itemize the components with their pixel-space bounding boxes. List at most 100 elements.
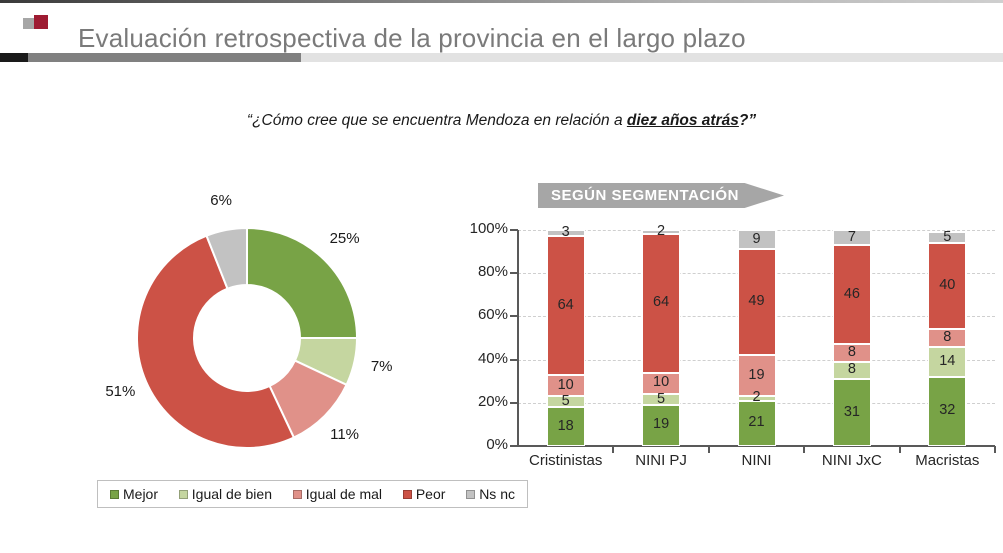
bar-segment-igual-de-mal bbox=[832, 344, 871, 362]
bar-value-label: 10 bbox=[653, 374, 670, 391]
header-divider-bar bbox=[0, 53, 1003, 62]
y-axis-tick bbox=[510, 229, 518, 231]
bar-segment-peor bbox=[546, 236, 585, 375]
bar-value-label: 19 bbox=[653, 416, 670, 433]
y-axis-tick bbox=[510, 272, 518, 275]
donut-value-label: 51% bbox=[105, 382, 136, 400]
bar-value-label: 5 bbox=[561, 392, 570, 409]
legend-swatch-icon bbox=[402, 489, 412, 499]
bar-value-label: 19 bbox=[748, 366, 765, 383]
bar-value-label: 8 bbox=[847, 361, 856, 378]
bar-value-label: 9 bbox=[752, 230, 761, 247]
category-label: Cristinistas bbox=[529, 452, 603, 465]
category-label: Macristas bbox=[915, 452, 980, 469]
bar-value-label: 32 bbox=[939, 402, 956, 419]
question-highlight: diez años atrás bbox=[626, 111, 739, 129]
bar-segment-ns-nc bbox=[928, 232, 967, 243]
bar-segment-igual-de-bien bbox=[832, 361, 871, 380]
bar-segment-peor bbox=[642, 234, 681, 373]
bar-value-label: 10 bbox=[557, 376, 574, 393]
bar-value-label: 64 bbox=[557, 296, 574, 313]
bar-segment-igual-de-mal bbox=[642, 372, 681, 395]
page-title: Evaluación retrospectiva de la provincia… bbox=[78, 23, 746, 54]
donut-slice-ns-nc bbox=[205, 226, 248, 291]
category-label: NINI bbox=[741, 452, 772, 469]
bar-segment-peor bbox=[832, 245, 871, 345]
bar-value-label: 46 bbox=[843, 285, 860, 302]
bar-segment-ns-nc bbox=[642, 230, 681, 235]
legend-label: Ns nc bbox=[479, 486, 515, 502]
x-axis-tick bbox=[803, 446, 806, 453]
legend-label: Igual de bien bbox=[191, 486, 272, 502]
x-axis-tick bbox=[994, 446, 996, 453]
divider-segment-black bbox=[0, 53, 28, 62]
bar-segment-mejor bbox=[737, 400, 776, 446]
y-axis-line bbox=[517, 230, 519, 447]
y-axis-tick bbox=[510, 358, 518, 361]
bar-segment-peor bbox=[928, 242, 967, 330]
bar-segment-igual-de-mal bbox=[546, 374, 585, 397]
bar-value-label: 2 bbox=[657, 223, 666, 240]
gridline-100 bbox=[518, 230, 995, 231]
donut-value-label: 11% bbox=[330, 425, 360, 443]
bar-value-label: 8 bbox=[847, 344, 856, 361]
gridline-40 bbox=[518, 359, 995, 361]
bar-value-label: 3 bbox=[561, 224, 570, 241]
chart-legend: Mejor Igual de bien Igual de mal Peor Ns nc bbox=[97, 480, 528, 508]
bar-segment-igual-de-mal bbox=[928, 329, 967, 347]
legend-swatch-icon bbox=[466, 489, 476, 499]
y-axis-label: 100% bbox=[469, 220, 508, 237]
gridline-80 bbox=[518, 273, 995, 275]
legend-item-peor: Peor bbox=[402, 486, 446, 502]
bar-segment-ns-nc bbox=[737, 230, 776, 250]
y-axis-label: 0% bbox=[486, 436, 508, 453]
bar-value-label: 21 bbox=[748, 414, 765, 431]
survey-question: “¿Cómo cree que se encuentra Mendoza en … bbox=[0, 112, 1003, 130]
bar-segment-ns-nc bbox=[546, 230, 585, 237]
x-axis-tick bbox=[612, 446, 615, 453]
y-axis-label: 80% bbox=[477, 263, 508, 281]
bar-segment-igual-de-mal bbox=[737, 355, 776, 397]
legend-swatch-icon bbox=[292, 489, 302, 499]
legend-label: Mejor bbox=[123, 486, 159, 502]
donut-slice-mejor bbox=[246, 226, 359, 339]
x-axis-tick bbox=[898, 446, 901, 453]
legend-item-igual-de-bien: Igual de bien bbox=[178, 486, 272, 502]
bar-value-label: 5 bbox=[657, 390, 666, 407]
donut-value-label: 7% bbox=[370, 358, 393, 376]
legend-swatch-icon bbox=[178, 489, 188, 499]
bar-value-label: 8 bbox=[943, 329, 952, 345]
category-label: NINI PJ bbox=[635, 452, 687, 469]
legend-swatch-icon bbox=[110, 489, 119, 499]
donut-value-label: 6% bbox=[210, 192, 232, 210]
bar-segment-mejor bbox=[832, 379, 871, 446]
donut-slice-peor bbox=[136, 234, 296, 449]
segmentation-banner-label: SEGÚN SEGMENTACIÓN bbox=[551, 187, 739, 204]
bar-value-label: 7 bbox=[847, 228, 856, 245]
slide-header: Evaluación retrospectiva de la provincia… bbox=[0, 4, 1003, 53]
gridline-60 bbox=[518, 316, 995, 318]
y-axis-tick bbox=[510, 401, 518, 404]
legend-label: Peor bbox=[415, 486, 446, 502]
y-axis-tick bbox=[510, 315, 518, 318]
bar-segment-peor bbox=[737, 249, 776, 356]
bar-value-label: 64 bbox=[653, 294, 670, 311]
bar-value-label: 49 bbox=[748, 293, 765, 310]
bullet-square-crimson-icon bbox=[34, 15, 48, 29]
category-label: NINI JxC bbox=[821, 452, 882, 469]
donut-value-label: 25% bbox=[329, 230, 360, 248]
x-axis-line bbox=[510, 445, 995, 447]
bar-value-label: 14 bbox=[939, 352, 956, 369]
bar-segment-igual-de-bien bbox=[546, 396, 585, 408]
bar-value-label: 40 bbox=[939, 277, 956, 294]
legend-label: Igual de mal bbox=[305, 486, 383, 502]
bar-segment-mejor bbox=[546, 407, 585, 446]
bar-value-label: 18 bbox=[557, 417, 574, 434]
bar-value-label: 31 bbox=[843, 403, 860, 420]
bar-value-label: 2 bbox=[752, 389, 761, 406]
segmentation-banner: SEGÚN SEGMENTACIÓN bbox=[538, 183, 784, 208]
question-suffix: ?” bbox=[738, 111, 757, 129]
donut-chart-svg bbox=[136, 226, 359, 449]
legend-item-igual-de-mal: Igual de mal bbox=[292, 486, 383, 502]
